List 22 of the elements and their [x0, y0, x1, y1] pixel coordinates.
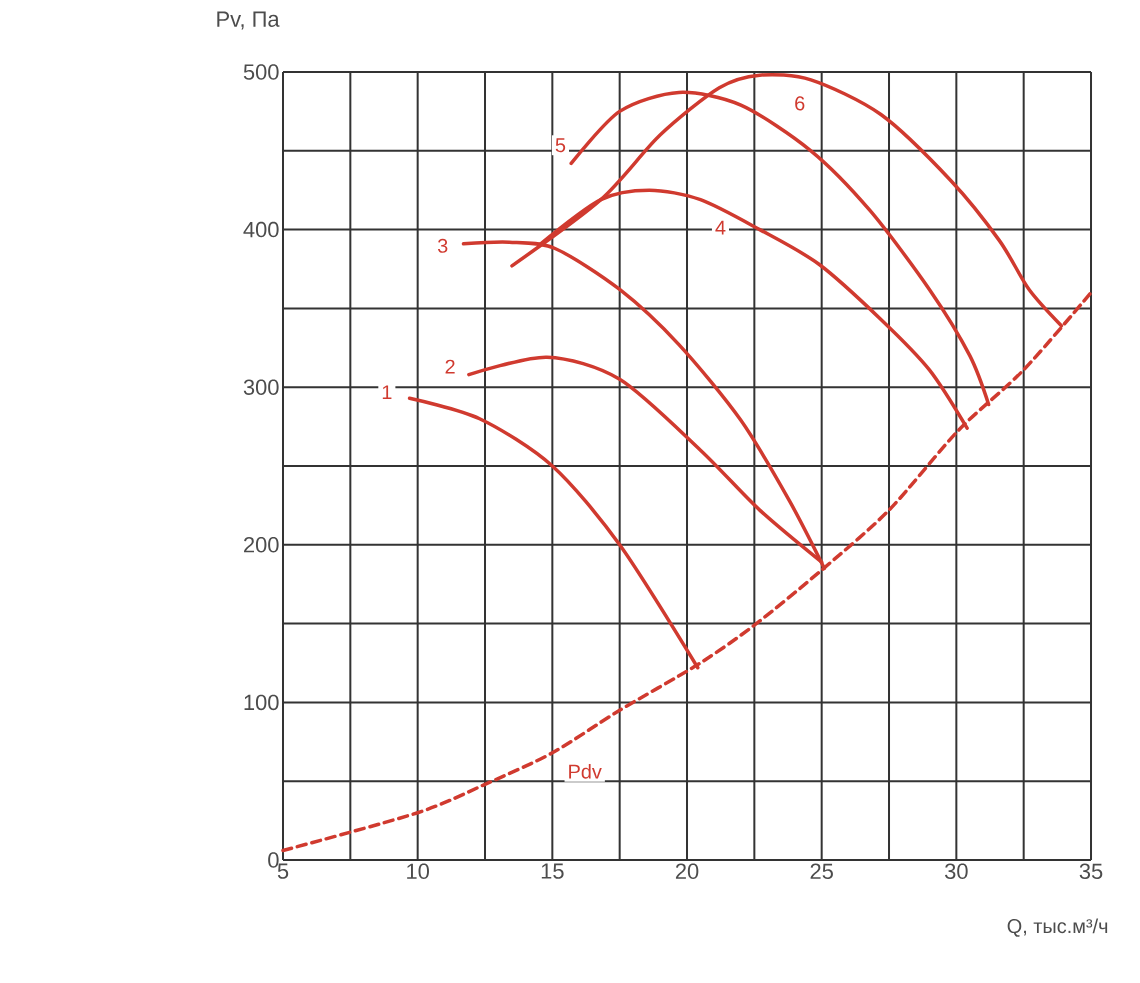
y-axis-title: Pv, Па — [217, 11, 280, 30]
series-label: 5 — [555, 138, 566, 153]
series-label: 3 — [437, 238, 448, 253]
series-label: 6 — [795, 96, 805, 111]
series-label: Pdv — [569, 764, 602, 779]
series-label: 4 — [715, 220, 726, 235]
x-tick-label: 10 — [407, 863, 429, 880]
y-tick-label: 500 — [243, 64, 279, 80]
y-tick-label: 400 — [243, 221, 279, 238]
y-tick-label: 0 — [268, 852, 279, 868]
x-tick-label: 35 — [1079, 863, 1103, 880]
x-tick-label: 20 — [675, 863, 699, 880]
x-tick-label: 5 — [277, 863, 289, 879]
y-tick-label: 200 — [244, 537, 279, 553]
y-tick-label: 100 — [244, 694, 279, 711]
x-tick-label: 30 — [944, 863, 968, 880]
x-axis-title: Q, тыс.м³/ч — [1007, 918, 1108, 937]
series-label: 2 — [445, 359, 455, 374]
x-tick-label: 15 — [541, 863, 564, 879]
y-tick-label: 300 — [243, 379, 279, 395]
series-label: 1 — [382, 385, 392, 400]
x-tick-label: 25 — [810, 863, 833, 880]
